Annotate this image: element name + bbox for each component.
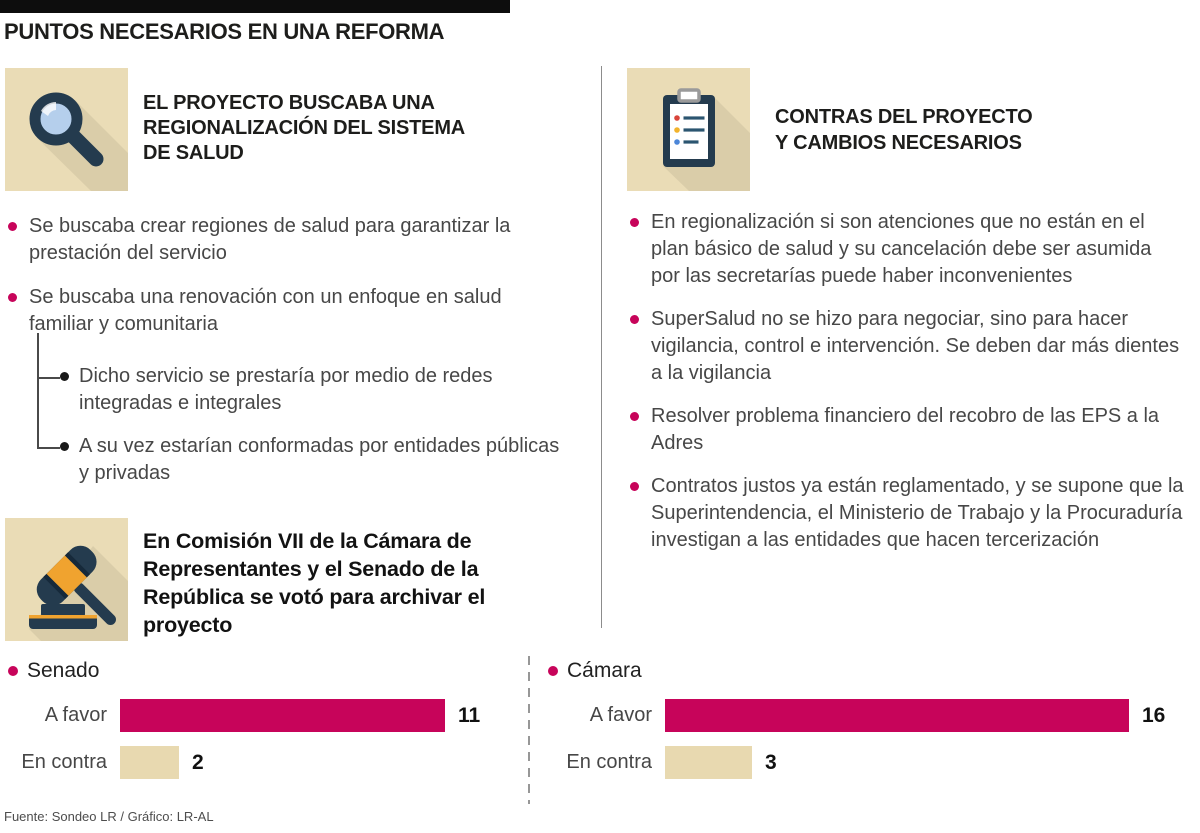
bar-label: A favor xyxy=(589,704,652,726)
verdict-line: Representantes y el Senado de la xyxy=(143,557,479,581)
heading-line: REGIONALIZACIÓN DEL SISTEMA xyxy=(143,117,466,139)
right-section-heading: CONTRAS DEL PROYECTO Y CAMBIOS NECESARIO… xyxy=(775,104,1175,156)
bar-value: 16 xyxy=(1142,703,1166,727)
tree-connector-horizontal xyxy=(37,447,60,449)
clipboard-icon xyxy=(627,68,750,191)
bullet-dot xyxy=(548,666,558,676)
chart-row: En contra 2 xyxy=(0,746,480,779)
list-item: SuperSalud no se hizo para negociar, sin… xyxy=(630,306,1184,387)
list-item: Resolver problema financiero del recobro… xyxy=(630,403,1184,457)
heading-line: CONTRAS DEL PROYECTO xyxy=(775,106,1033,128)
bar-a-favor xyxy=(665,699,1129,732)
chart-row: En contra 3 xyxy=(540,746,1165,779)
chart-title: Cámara xyxy=(567,659,642,682)
column-divider xyxy=(601,66,602,628)
list-item: Se buscaba una renovación con un enfoque… xyxy=(8,284,560,338)
source-credit: Fuente: Sondeo LR / Gráfico: LR-AL xyxy=(4,809,214,824)
chart-divider-dashed xyxy=(528,656,530,804)
chart-row: A favor 16 xyxy=(540,699,1165,732)
right-bullet-list: En regionalización si son atenciones que… xyxy=(630,209,1184,570)
tree-connector-vertical xyxy=(37,333,39,449)
chart-header: Senado xyxy=(8,658,480,684)
list-item: Contratos justos ya están reglamentado, … xyxy=(630,473,1184,554)
heading-line: EL PROYECTO BUSCABA UNA xyxy=(143,92,435,114)
verdict-line: República se votó para archivar el xyxy=(143,585,486,609)
bar-en-contra xyxy=(665,746,752,779)
sub-list-item: Dicho servicio se prestaría por medio de… xyxy=(60,363,560,417)
list-item: En regionalización si son atenciones que… xyxy=(630,209,1184,290)
bar-value: 2 xyxy=(192,750,204,774)
bar-value: 11 xyxy=(458,703,481,727)
gavel-icon xyxy=(5,518,128,641)
tree-connector-horizontal xyxy=(37,377,60,379)
senado-chart: Senado A favor 11 En contra 2 xyxy=(0,658,480,793)
verdict-line: proyecto xyxy=(143,613,233,637)
left-bullet-list: Se buscaba crear regiones de salud para … xyxy=(8,213,560,355)
bar-label: En contra xyxy=(21,751,107,773)
list-item: Se buscaba crear regiones de salud para … xyxy=(8,213,560,267)
bar-en-contra xyxy=(120,746,179,779)
page-title: PUNTOS NECESARIOS EN UNA REFORMA xyxy=(4,19,445,44)
verdict-text: En Comisión VII de la Cámara de Represen… xyxy=(143,527,548,639)
bar-a-favor xyxy=(120,699,445,732)
chart-header: Cámara xyxy=(548,658,1165,684)
magnifier-icon xyxy=(5,68,128,191)
verdict-line: En Comisión VII de la Cámara de xyxy=(143,529,472,553)
chart-row: A favor 11 xyxy=(0,699,480,732)
bullet-dot xyxy=(8,666,18,676)
bar-label: A favor xyxy=(44,704,107,726)
bar-value: 3 xyxy=(765,750,777,774)
sub-list-item: A su vez estarían conformadas por entida… xyxy=(60,433,560,487)
chart-title: Senado xyxy=(27,659,100,682)
camara-chart: Cámara A favor 16 En contra 3 xyxy=(540,658,1165,793)
heading-line: DE SALUD xyxy=(143,142,244,164)
heading-line: Y CAMBIOS NECESARIOS xyxy=(775,132,1022,154)
left-section-heading: EL PROYECTO BUSCABA UNA REGIONALIZACIÓN … xyxy=(143,91,563,166)
title-accent-bar xyxy=(0,0,510,13)
bar-label: En contra xyxy=(566,751,652,773)
